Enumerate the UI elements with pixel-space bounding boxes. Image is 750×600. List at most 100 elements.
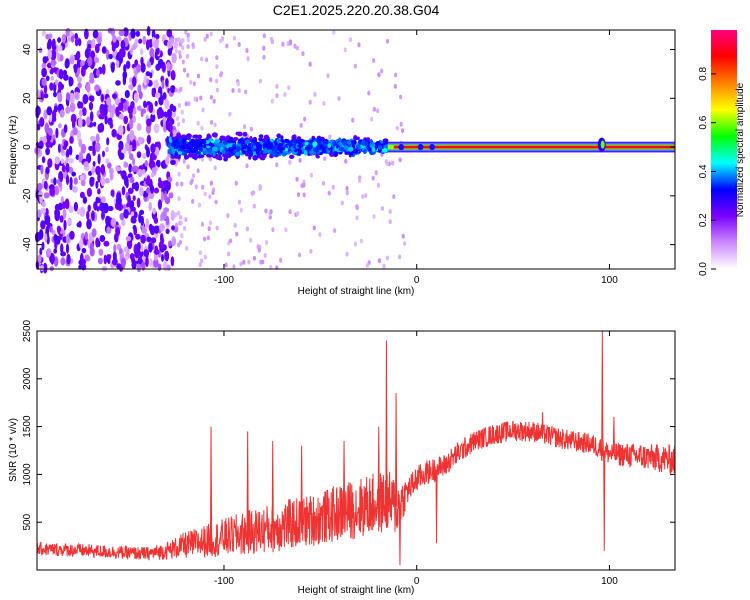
faint-cell xyxy=(395,125,399,131)
faint-cell xyxy=(175,222,179,228)
band-cell xyxy=(206,133,211,139)
noise-cell xyxy=(66,253,71,265)
faint-cell xyxy=(189,180,193,186)
noise-cell xyxy=(115,195,122,206)
noise-cell xyxy=(115,226,121,237)
faint-cell xyxy=(184,217,188,223)
noise-cell xyxy=(129,76,133,84)
noise-cell xyxy=(63,219,67,231)
faint-cell xyxy=(200,156,204,162)
faint-cell xyxy=(269,209,273,215)
faint-cell xyxy=(371,175,375,181)
noise-cell xyxy=(64,198,70,210)
noise-cell xyxy=(129,118,134,130)
noise-cell xyxy=(162,116,167,126)
noise-cell xyxy=(150,184,155,194)
band-cell xyxy=(237,131,243,137)
noise-cell xyxy=(92,29,99,39)
faint-cell xyxy=(333,228,337,234)
noise-cell xyxy=(146,78,150,84)
faint-cell xyxy=(270,98,274,104)
noise-cell xyxy=(128,163,133,173)
band-cell xyxy=(255,142,261,147)
noise-cell xyxy=(96,197,101,204)
noise-cell xyxy=(146,25,151,37)
faint-cell xyxy=(261,259,265,265)
noise-cell xyxy=(79,238,84,249)
noise-cell xyxy=(151,29,156,40)
band-cell xyxy=(363,149,367,155)
band-cell xyxy=(342,140,348,146)
noise-cell xyxy=(91,38,96,49)
band-cell xyxy=(278,142,284,148)
noise-cell xyxy=(69,31,74,37)
noise-cell xyxy=(95,180,99,189)
snr-xtick-label: 100 xyxy=(601,576,618,587)
faint-cell xyxy=(275,162,279,168)
band-cell xyxy=(259,140,263,145)
noise-cell xyxy=(107,205,114,212)
noise-cell xyxy=(86,153,92,164)
faint-cell xyxy=(332,29,336,35)
noise-cell xyxy=(49,82,54,91)
noise-cell xyxy=(93,121,97,127)
band-cell xyxy=(246,146,251,150)
noise-cell xyxy=(38,47,43,54)
noise-cell xyxy=(67,36,72,42)
faint-cell xyxy=(288,209,292,215)
noise-cell xyxy=(65,106,71,114)
noise-cell xyxy=(166,29,173,38)
faint-cell xyxy=(192,81,196,87)
noise-cell xyxy=(163,180,169,188)
faint-cell xyxy=(186,37,190,42)
line-knot xyxy=(429,144,436,151)
noise-cell xyxy=(138,91,143,100)
noise-cell xyxy=(146,134,151,145)
noise-cell xyxy=(163,207,170,213)
noise-cell xyxy=(106,254,112,260)
noise-cell xyxy=(57,37,62,43)
noise-cell xyxy=(120,257,127,268)
noise-cell xyxy=(130,101,135,109)
noise-cell xyxy=(140,234,146,244)
noise-cell xyxy=(94,43,100,54)
band-cell xyxy=(266,136,270,141)
noise-cell xyxy=(160,160,167,169)
noise-cell xyxy=(115,106,120,117)
noise-cell xyxy=(132,195,136,202)
faint-cell xyxy=(203,37,207,42)
band-cell xyxy=(251,147,255,152)
noise-cell xyxy=(78,38,82,47)
band-cell xyxy=(218,143,223,147)
noise-cell xyxy=(65,243,70,254)
faint-cell xyxy=(180,233,184,239)
noise-cell xyxy=(78,259,83,266)
faint-cell xyxy=(380,206,385,211)
figure-title: C2E1.2025.220.20.38.G04 xyxy=(273,2,440,18)
noise-cell xyxy=(45,166,50,175)
noise-cell xyxy=(148,102,154,114)
band-cell xyxy=(170,159,176,165)
noise-cell xyxy=(66,148,70,158)
noise-cell xyxy=(70,113,77,124)
band-cell xyxy=(346,141,352,145)
noise-cell xyxy=(136,123,142,131)
noise-cell xyxy=(150,237,157,244)
noise-cell xyxy=(157,58,164,69)
noise-cell xyxy=(81,247,87,254)
faint-cell xyxy=(296,192,301,198)
noise-cell xyxy=(129,144,133,152)
faint-cell xyxy=(244,89,248,95)
faint-cell xyxy=(203,254,207,260)
band-cell xyxy=(276,138,280,144)
noise-cell xyxy=(68,145,73,156)
noise-cell xyxy=(171,236,176,247)
snr-ytick-label: 500 xyxy=(22,513,33,530)
noise-cell xyxy=(64,59,69,69)
noise-cell xyxy=(88,101,94,111)
faint-cell xyxy=(288,39,293,45)
faint-cell xyxy=(309,248,313,254)
noise-cell xyxy=(77,101,82,109)
snr-ytick-label: 1500 xyxy=(22,415,33,438)
faint-cell xyxy=(236,81,240,87)
